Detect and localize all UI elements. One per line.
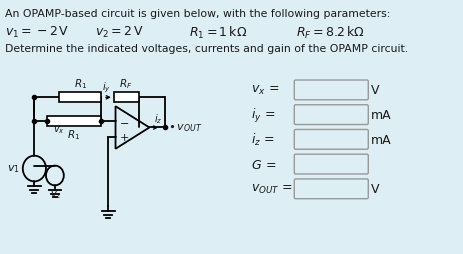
Text: $v_x$: $v_x$ <box>52 123 64 135</box>
Text: mA: mA <box>370 133 391 146</box>
Text: $R_1$: $R_1$ <box>68 128 81 141</box>
Text: $v_1=-2\,\mathrm{V}$: $v_1=-2\,\mathrm{V}$ <box>5 25 69 40</box>
Text: $R_F=8.2\,\mathrm{k}\Omega$: $R_F=8.2\,\mathrm{k}\Omega$ <box>295 25 365 41</box>
Text: Determine the indicated voltages, currents and gain of the OPAMP circuit.: Determine the indicated voltages, curren… <box>5 44 408 54</box>
Text: $i_z\,=$: $i_z\,=$ <box>251 132 275 148</box>
Text: $v_2=2\,\mathrm{V}$: $v_2=2\,\mathrm{V}$ <box>95 25 144 40</box>
Text: $v_2$: $v_2$ <box>50 188 62 200</box>
FancyBboxPatch shape <box>294 130 368 150</box>
Text: $R_1$: $R_1$ <box>74 77 87 91</box>
Text: $-$: $-$ <box>119 117 129 126</box>
Text: $i_z$: $i_z$ <box>154 111 163 125</box>
Text: $R_1=1\,\mathrm{k}\Omega$: $R_1=1\,\mathrm{k}\Omega$ <box>188 25 247 41</box>
Text: $\bullet\,v_{OUT}$: $\bullet\,v_{OUT}$ <box>168 122 202 134</box>
Text: $v_x\,=$: $v_x\,=$ <box>251 84 280 97</box>
Text: $R_F$: $R_F$ <box>119 77 133 91</box>
Bar <box>114 93 139 103</box>
Text: $i_y$: $i_y$ <box>102 81 111 95</box>
FancyBboxPatch shape <box>294 155 368 174</box>
Text: $v_{OUT}\,=$: $v_{OUT}\,=$ <box>251 183 293 196</box>
Bar <box>59 93 101 103</box>
Text: V: V <box>370 84 379 97</box>
Text: $G\,=$: $G\,=$ <box>251 158 276 171</box>
Text: $i_y\,=$: $i_y\,=$ <box>251 106 276 124</box>
Bar <box>47 117 101 126</box>
Text: $v_1$: $v_1$ <box>7 163 20 175</box>
FancyBboxPatch shape <box>294 105 368 125</box>
Text: An OPAMP-based circuit is given below, with the following parameters:: An OPAMP-based circuit is given below, w… <box>5 9 390 19</box>
FancyBboxPatch shape <box>294 81 368 100</box>
Text: mA: mA <box>370 109 391 122</box>
Text: $+$: $+$ <box>119 132 129 143</box>
Text: V: V <box>370 183 379 196</box>
FancyBboxPatch shape <box>294 179 368 199</box>
